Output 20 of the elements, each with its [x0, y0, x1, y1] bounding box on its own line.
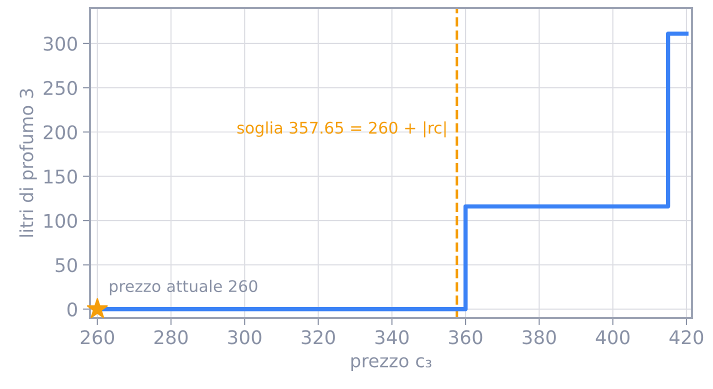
x-tick-label: 420	[670, 330, 704, 344]
x-axis-title: prezzo c₃	[351, 357, 432, 371]
annotation: prezzo attuale 260	[110, 280, 258, 296]
x-tick-label: 320	[302, 330, 335, 344]
y-tick-label: 300	[44, 36, 77, 51]
y-tick-label: 200	[44, 125, 77, 140]
y-tick-label: 250	[44, 80, 77, 96]
x-tick-label: 300	[228, 330, 262, 344]
x-tick-label: 380	[522, 330, 556, 344]
x-tick-label: 340	[375, 330, 409, 344]
x-tick-label: 400	[596, 330, 630, 344]
x-tick-label: 280	[154, 330, 188, 344]
x-tick-label: 260	[80, 330, 114, 344]
x-tick-label: 360	[449, 330, 482, 344]
y-tick-label: 100	[44, 214, 77, 228]
y-tick-label: 50	[56, 258, 77, 272]
y-tick-label: 0	[68, 302, 77, 317]
y-axis-title: litri di profumo 3	[19, 89, 37, 237]
y-tick-label: 150	[44, 169, 77, 184]
ref-line-label: soglia 357.65 = 260 + |rc|	[237, 121, 446, 138]
